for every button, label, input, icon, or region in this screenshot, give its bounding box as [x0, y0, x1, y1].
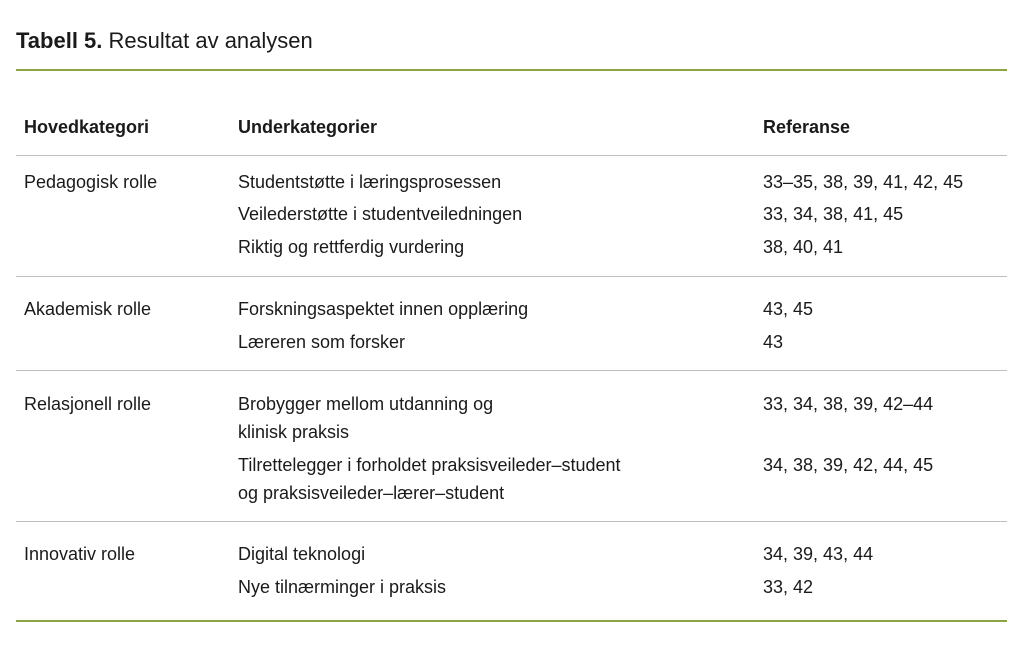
- group-divider: [16, 370, 1007, 371]
- subcategory-cell: Studentstøtte i læringsprosessen: [238, 172, 502, 192]
- table-title: Tabell 5. Resultat av analysen: [16, 28, 313, 54]
- reference-cell: 33, 34, 38, 41, 45: [763, 204, 904, 224]
- subcategory-cell: Tilrettelegger i forholdet praksisveiled…: [238, 455, 621, 475]
- category-cell: Innovativ rolle: [24, 544, 136, 564]
- subcategory-cell: Nye tilnærminger i praksis: [238, 577, 447, 597]
- header-referanse: Referanse: [763, 117, 851, 137]
- subcategory-cell: Digital teknologi: [238, 544, 366, 564]
- category-cell: Pedagogisk rolle: [24, 172, 158, 192]
- table-caption: Resultat av analysen: [108, 28, 313, 53]
- header-divider: [16, 155, 1007, 156]
- reference-cell: 38, 40, 41: [763, 237, 844, 257]
- subcategory-cell-cont: klinisk praksis: [238, 422, 350, 442]
- subcategory-cell: Forskningsaspektet innen opplæring: [238, 299, 529, 319]
- subcategory-cell-cont: og praksisveileder–lærer–student: [238, 483, 505, 503]
- group-divider: [16, 276, 1007, 277]
- header-underkategorier: Underkategorier: [238, 117, 378, 137]
- top-rule: [16, 69, 1007, 71]
- subcategory-cell: Læreren som forsker: [238, 332, 406, 352]
- reference-cell: 33, 42: [763, 577, 814, 597]
- reference-cell: 43: [763, 332, 784, 352]
- reference-cell: 43, 45: [763, 299, 814, 319]
- subcategory-cell: Riktig og rettferdig vurdering: [238, 237, 465, 257]
- group-divider: [16, 521, 1007, 522]
- category-cell: Relasjonell rolle: [24, 394, 152, 414]
- reference-cell: 34, 39, 43, 44: [763, 544, 874, 564]
- category-cell: Akademisk rolle: [24, 299, 152, 319]
- header-hovedkategori: Hovedkategori: [24, 117, 150, 137]
- reference-cell: 33–35, 38, 39, 41, 42, 45: [763, 172, 964, 192]
- reference-cell: 34, 38, 39, 42, 44, 45: [763, 455, 934, 475]
- subcategory-cell: Veilederstøtte i studentveiledningen: [238, 204, 523, 224]
- bottom-rule: [16, 620, 1007, 622]
- table-label: Tabell 5.: [16, 28, 103, 53]
- subcategory-cell: Brobygger mellom utdanning og: [238, 394, 494, 414]
- reference-cell: 33, 34, 38, 39, 42–44: [763, 394, 934, 414]
